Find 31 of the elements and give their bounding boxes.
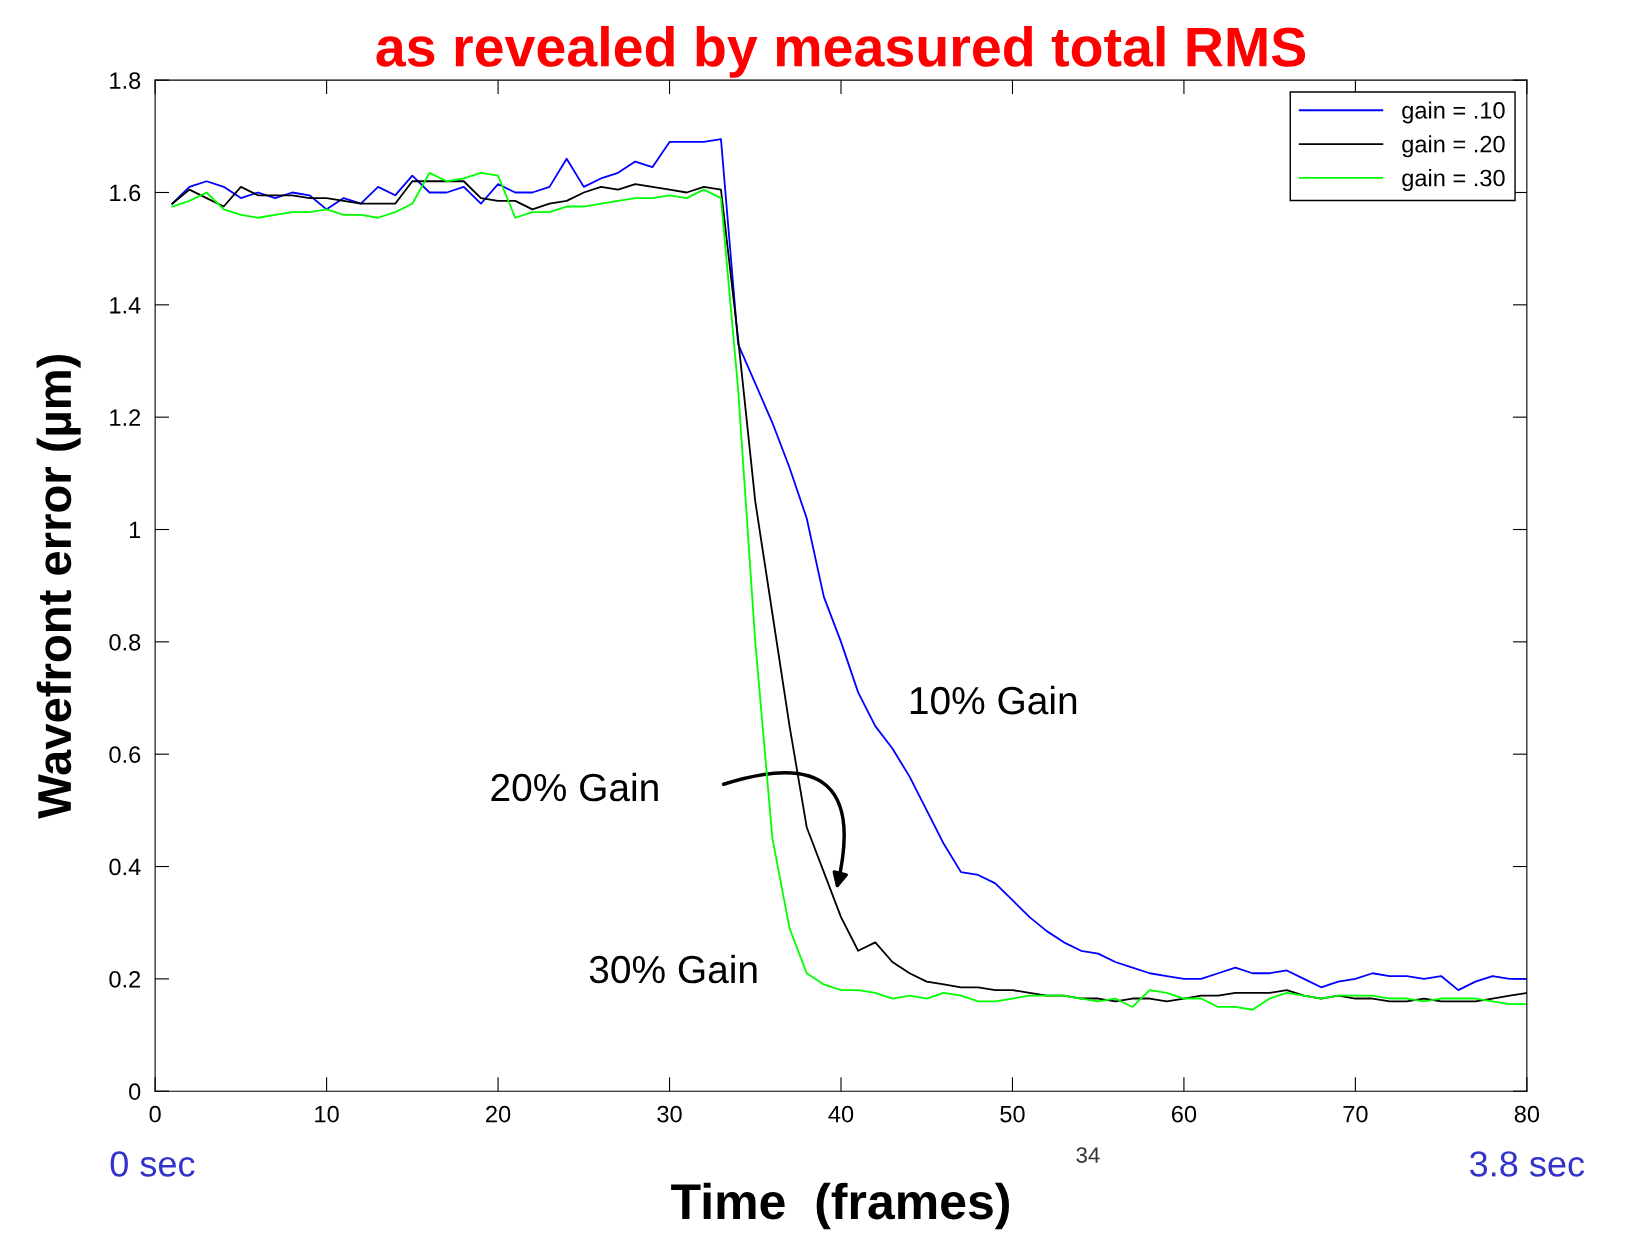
annotation: 20% Gain (491, 772, 658, 802)
annotation: 30% Gain (589, 954, 757, 984)
text: 0 sec (110, 1151, 195, 1177)
x-tick-label: 20 (486, 1105, 511, 1123)
y-tick-label: 0 (129, 1083, 141, 1100)
x-tick-label: 40 (828, 1105, 854, 1123)
x-tick-label: 50 (1000, 1105, 1025, 1123)
y-tick-label: 1 (129, 521, 141, 539)
y-tick-label: 1.6 (110, 184, 141, 202)
x-tick-label: 10 (315, 1105, 339, 1123)
x-tick-label: 70 (1343, 1105, 1368, 1123)
x-axis-title: Time (frames) (671, 1182, 1009, 1230)
y-tick-label: 1.4 (110, 297, 141, 314)
x-tick-label: 0 (149, 1105, 161, 1123)
y-tick-label: 0.6 (109, 746, 141, 763)
y-tick-label: 0.2 (109, 970, 141, 988)
y-axis-title: Wavefront error (µm) (36, 354, 81, 819)
y-tick-label: 1.8 (110, 72, 141, 89)
text: 3.8 sec (1470, 1151, 1585, 1177)
annotation: 10% Gain (910, 685, 1077, 715)
legend-label: gain = .30 (1402, 169, 1505, 192)
legend-label: gain = .20 (1402, 135, 1505, 158)
legend-label: gain = .10 (1402, 101, 1505, 124)
chart-title: as revealed by measured total RMS (376, 26, 1306, 78)
y-tick-label: 1.2 (110, 409, 141, 426)
x-tick-label: 30 (657, 1105, 682, 1123)
y-tick-label: 0.8 (109, 633, 141, 651)
y-tick-label: 0.4 (109, 858, 141, 876)
x-tick-label: 60 (1171, 1105, 1197, 1123)
x-tick-label: 80 (1514, 1105, 1540, 1123)
text: 34 (1076, 1147, 1100, 1163)
